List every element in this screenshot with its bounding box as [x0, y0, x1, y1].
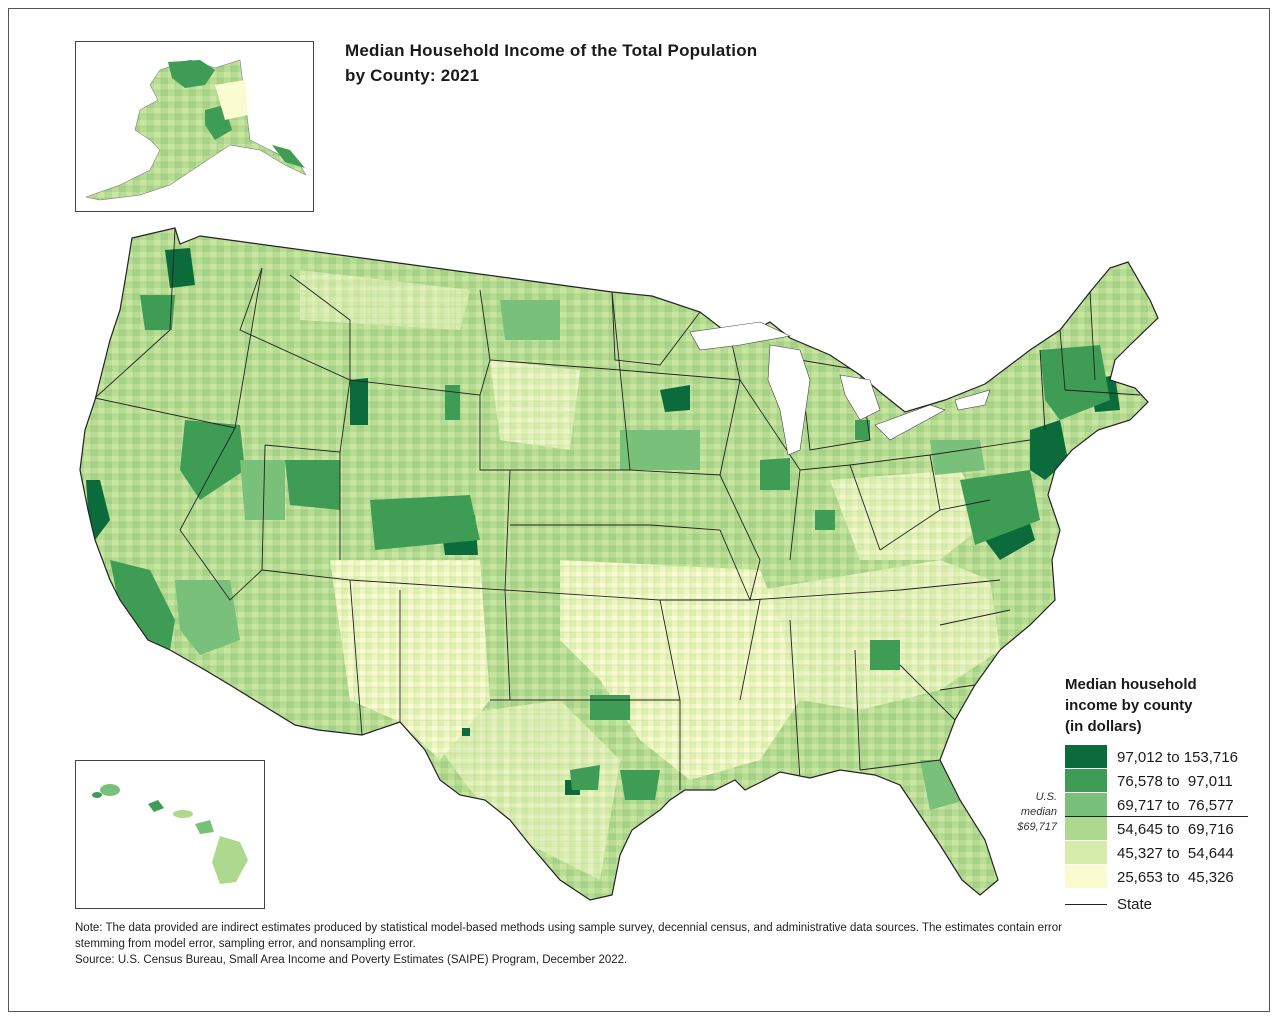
legend-item: 25,653 to 45,326 — [1065, 865, 1234, 889]
source-text: Source: U.S. Census Bureau, Small Area I… — [75, 954, 628, 966]
map-frame — [8, 8, 1270, 1012]
legend-swatch — [1065, 793, 1107, 817]
hawaii-shape — [92, 784, 248, 884]
alaska-shape — [85, 59, 307, 201]
legend-item: 45,327 to 54,644 — [1065, 841, 1234, 865]
legend-title-line-1: Median household — [1065, 676, 1197, 693]
legend-title: Median household income by county (in do… — [1065, 674, 1197, 737]
us-median-line — [1065, 816, 1248, 817]
legend-item: 97,012 to 153,716 — [1065, 745, 1238, 769]
legend-item: 76,578 to 97,011 — [1065, 769, 1233, 793]
legend-item: 69,717 to 76,577 — [1065, 793, 1234, 817]
map-title: Median Household Income of the Total Pop… — [345, 38, 757, 88]
contiguous-us — [79, 227, 1159, 901]
median-note-line-1: U.S. — [1035, 791, 1057, 803]
state-label: State — [1117, 896, 1153, 913]
us-median-note: U.S. median $69,717 — [1000, 790, 1057, 835]
legend-swatch — [1065, 769, 1107, 793]
legend-title-line-3: (in dollars) — [1065, 718, 1142, 735]
legend-swatch — [1065, 745, 1107, 769]
note-text: Note: The data provided are indirect est… — [75, 922, 1062, 950]
legend-label: 25,653 to 45,326 — [1117, 868, 1234, 886]
title-line-1: Median Household Income of the Total Pop… — [345, 41, 758, 60]
title-line-2: by County: 2021 — [345, 66, 480, 85]
legend-item: 54,645 to 69,716 — [1065, 817, 1234, 841]
legend-label: 54,645 to 69,716 — [1117, 820, 1234, 838]
legend-title-line-2: income by county — [1065, 697, 1193, 714]
footnotes: Note: The data provided are indirect est… — [75, 920, 1065, 968]
legend-label: 97,012 to 153,716 — [1117, 748, 1238, 766]
legend-swatch — [1065, 865, 1107, 889]
legend-label: 69,717 to 76,577 — [1117, 796, 1234, 814]
median-note-line-2: median — [1020, 806, 1057, 818]
legend-swatch — [1065, 841, 1107, 865]
legend-label: 45,327 to 54,644 — [1117, 844, 1234, 862]
state-line-symbol — [1065, 904, 1107, 905]
state-boundary-key: State — [1065, 896, 1152, 913]
legend-swatch — [1065, 817, 1107, 841]
median-note-line-3: $69,717 — [1017, 821, 1057, 833]
legend-label: 76,578 to 97,011 — [1117, 772, 1233, 790]
